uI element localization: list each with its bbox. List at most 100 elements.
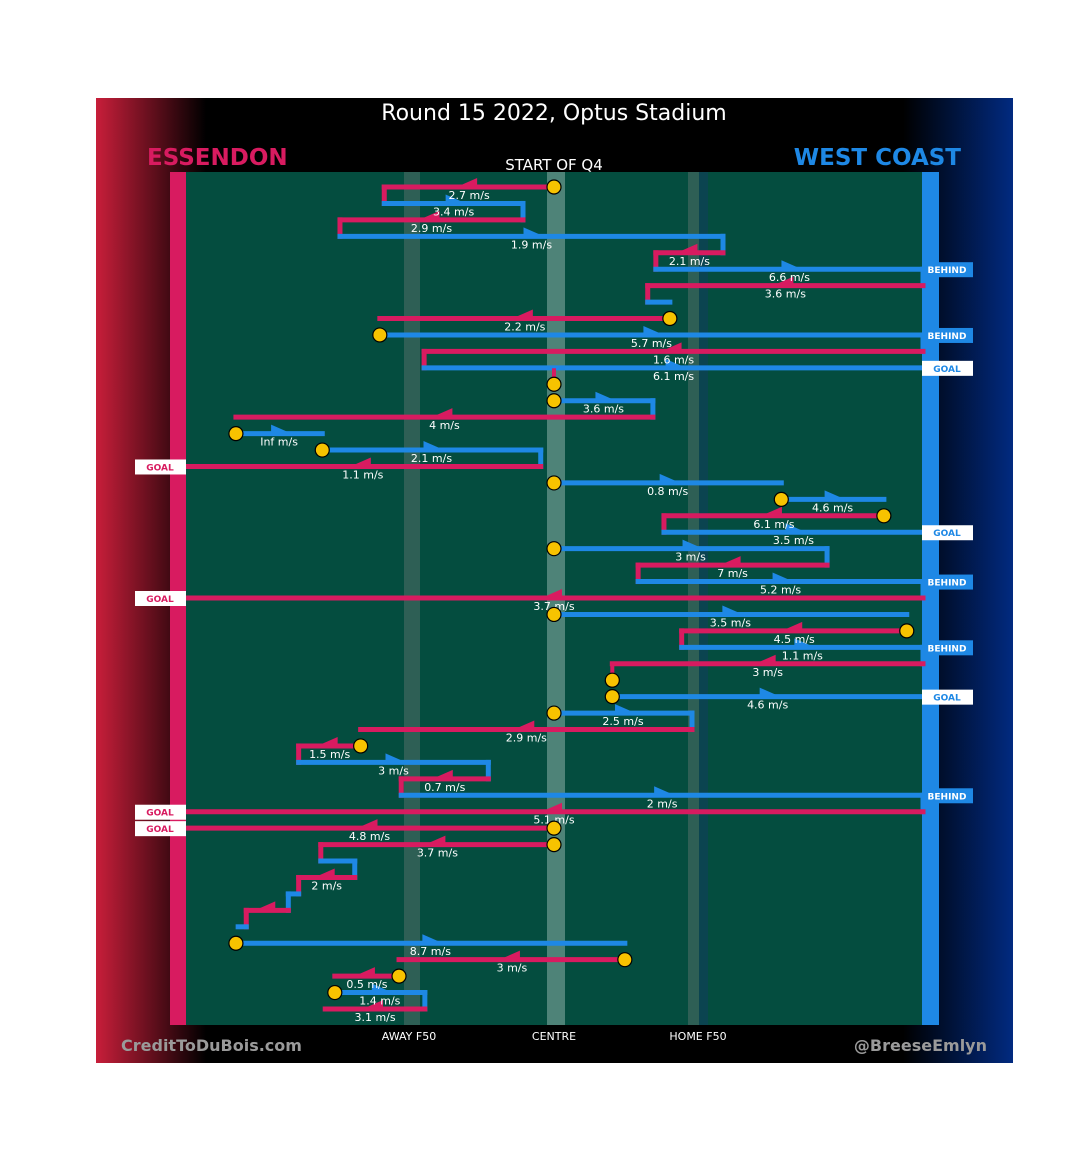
segment-6 (645, 276, 926, 305)
direction-arrow (786, 621, 803, 629)
result-badge-bg (922, 689, 973, 705)
result-label: GOAL (933, 529, 961, 539)
speed-label: 1.1 m/s (782, 649, 823, 662)
segment-33 (358, 720, 695, 733)
segment-21 (661, 523, 926, 535)
segment-35 (296, 753, 491, 782)
essendon-label: ESSENDON (147, 145, 288, 171)
direction-arrow (422, 934, 439, 942)
speed-label: 2.5 m/s (602, 715, 643, 728)
centre-label: CENTRE (532, 1030, 576, 1043)
chain-marks: 2.7 m/s 3.4 m/s 2.9 m/s 1.9 m/s 2.1 m/s 6.6 m… (135, 179, 973, 1024)
away-f50-label: AWAY F50 (382, 1030, 436, 1043)
segment-43 (285, 891, 302, 913)
result-badge-bg (135, 459, 186, 475)
speed-label: 3.7 m/s (533, 600, 574, 613)
result-badge-bg (922, 525, 973, 541)
segment-36 (398, 769, 491, 798)
direction-arrow (371, 983, 388, 991)
result-badge-goal: GOAL (922, 360, 973, 376)
chain-lines (182, 178, 926, 1012)
stoppage-marker (546, 705, 562, 721)
speed-label: 2.9 m/s (411, 222, 452, 235)
stoppage-marker (899, 623, 915, 639)
direction-arrow (354, 457, 371, 465)
result-badge-bg (922, 360, 973, 376)
segment-49 (332, 983, 428, 1012)
chain-chart: Round 15 2022, Optus Stadium ESSENDON WE… (96, 98, 1013, 1063)
result-label: GOAL (146, 809, 174, 819)
segment-46 (233, 934, 628, 946)
segment-13 (551, 391, 656, 420)
speed-label: 1.1 m/s (342, 468, 383, 481)
direction-arrow (765, 506, 782, 514)
result-badge-goal: GOAL (922, 689, 973, 705)
result-badge-bg (135, 591, 186, 606)
stoppage-marker (773, 491, 789, 507)
stoppage-marker (662, 310, 678, 327)
segment-25 (182, 589, 926, 601)
speed-label: Inf m/s (260, 436, 298, 449)
segment-1 (381, 194, 526, 223)
direction-arrow (445, 194, 462, 202)
speed-label: 0.8 m/s (647, 485, 688, 498)
direction-arrow (777, 276, 794, 284)
direction-arrow (518, 720, 535, 728)
result-badge-goal: GOAL (135, 591, 186, 606)
result-badge-goal: GOAL (135, 459, 186, 475)
period-label: START OF Q4 (505, 156, 603, 174)
segment-48 (332, 967, 402, 979)
stoppage-marker (546, 393, 562, 409)
west-coast-label: WEST COAST (794, 145, 962, 171)
direction-arrow (436, 408, 453, 416)
direction-arrow (665, 358, 682, 366)
speed-label: 3 m/s (497, 962, 528, 975)
speed-label: 3.5 m/s (710, 616, 751, 629)
speed-label: 7 m/s (717, 567, 748, 580)
result-label: BEHIND (928, 332, 967, 342)
segment-41 (318, 858, 358, 880)
segment-40 (318, 835, 557, 864)
direction-arrow (423, 210, 440, 218)
speed-label: 4.6 m/s (812, 501, 853, 514)
speed-label: 1.6 m/s (653, 353, 694, 366)
speed-label: 2.1 m/s (669, 255, 710, 268)
segment-32 (551, 704, 695, 733)
direction-arrow (546, 589, 562, 596)
direction-arrow (643, 325, 660, 333)
speed-label: 8.7 m/s (410, 945, 451, 958)
direction-arrow (665, 342, 682, 350)
direction-arrow (321, 736, 338, 744)
chain-chart-panel: Round 15 2022, Optus Stadium ESSENDON WE… (96, 98, 1013, 1063)
direction-arrow (654, 786, 671, 794)
direction-arrow (429, 835, 446, 843)
segment-16 (319, 441, 544, 469)
stoppage-marker (228, 935, 244, 951)
speed-label: 3.4 m/s (433, 205, 474, 218)
result-badge-behind: BEHIND (922, 574, 973, 590)
direction-arrow (785, 523, 802, 531)
speed-label: 2 m/s (647, 797, 678, 810)
credit-left: CreditToDuBois.com (121, 1036, 302, 1055)
direction-arrow (781, 260, 798, 268)
segment-10 (421, 342, 926, 371)
result-badge-behind: BEHIND (922, 262, 973, 278)
result-badge-bg (922, 574, 973, 590)
speed-label: 2.2 m/s (504, 321, 545, 334)
direction-arrow (659, 473, 676, 481)
direction-arrow (358, 967, 375, 975)
chains: 2.7 m/s 3.4 m/s 2.9 m/s 1.9 m/s 2.1 m/s 6.6 m… (135, 178, 973, 1024)
segment-4 (653, 243, 726, 272)
direction-arrow (461, 178, 478, 185)
speed-label: 2.7 m/s (449, 189, 490, 202)
result-badge-behind: BEHIND (922, 327, 973, 343)
result-label: GOAL (146, 825, 174, 835)
speed-label: 4.8 m/s (349, 830, 390, 843)
direction-arrow (361, 819, 378, 827)
direction-arrow (681, 243, 698, 251)
result-badge-behind: BEHIND (922, 640, 973, 656)
result-badge-bg (135, 804, 186, 820)
speed-label: 3 m/s (752, 666, 783, 679)
speed-label: 5.2 m/s (760, 584, 801, 597)
speed-label: 6.1 m/s (653, 370, 694, 383)
